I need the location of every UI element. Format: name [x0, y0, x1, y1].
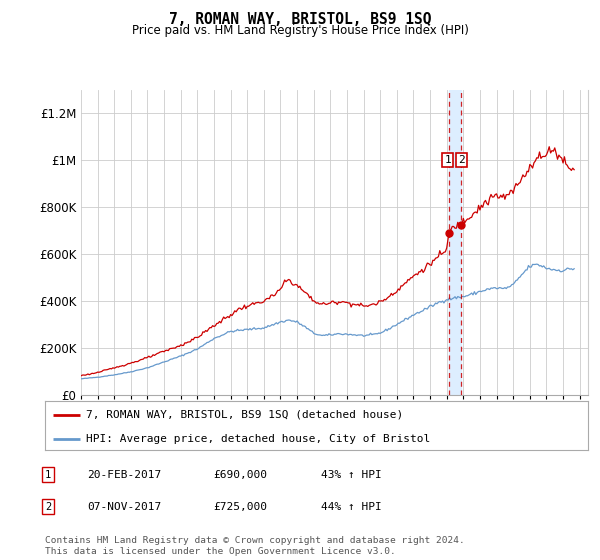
Text: 2: 2 — [458, 155, 465, 165]
Text: 20-FEB-2017: 20-FEB-2017 — [87, 470, 161, 480]
Text: Price paid vs. HM Land Registry's House Price Index (HPI): Price paid vs. HM Land Registry's House … — [131, 24, 469, 37]
Text: 43% ↑ HPI: 43% ↑ HPI — [321, 470, 382, 480]
Text: 2: 2 — [45, 502, 51, 512]
Bar — [449, 90, 461, 395]
Text: 7, ROMAN WAY, BRISTOL, BS9 1SQ (detached house): 7, ROMAN WAY, BRISTOL, BS9 1SQ (detached… — [86, 410, 403, 420]
Text: 7, ROMAN WAY, BRISTOL, BS9 1SQ: 7, ROMAN WAY, BRISTOL, BS9 1SQ — [169, 12, 431, 27]
Text: £725,000: £725,000 — [213, 502, 267, 512]
Text: 1: 1 — [445, 155, 451, 165]
Text: 44% ↑ HPI: 44% ↑ HPI — [321, 502, 382, 512]
Text: 1: 1 — [45, 470, 51, 480]
Text: HPI: Average price, detached house, City of Bristol: HPI: Average price, detached house, City… — [86, 435, 430, 445]
Text: 07-NOV-2017: 07-NOV-2017 — [87, 502, 161, 512]
Text: £690,000: £690,000 — [213, 470, 267, 480]
Text: Contains HM Land Registry data © Crown copyright and database right 2024.
This d: Contains HM Land Registry data © Crown c… — [45, 536, 465, 556]
